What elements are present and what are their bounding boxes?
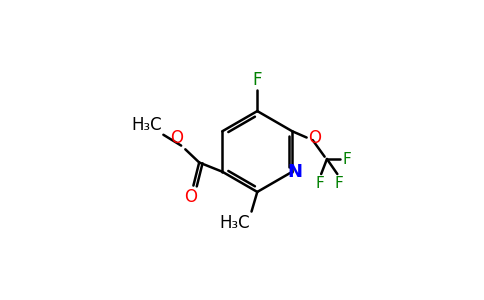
Text: O: O <box>184 188 197 206</box>
Text: O: O <box>308 129 321 147</box>
Text: H₃C: H₃C <box>220 214 250 232</box>
Text: N: N <box>287 163 302 181</box>
Text: H₃C: H₃C <box>132 116 162 134</box>
Text: F: F <box>253 71 262 89</box>
Text: F: F <box>316 176 324 191</box>
Text: F: F <box>343 152 352 166</box>
Text: O: O <box>170 130 183 148</box>
Text: F: F <box>334 176 343 191</box>
